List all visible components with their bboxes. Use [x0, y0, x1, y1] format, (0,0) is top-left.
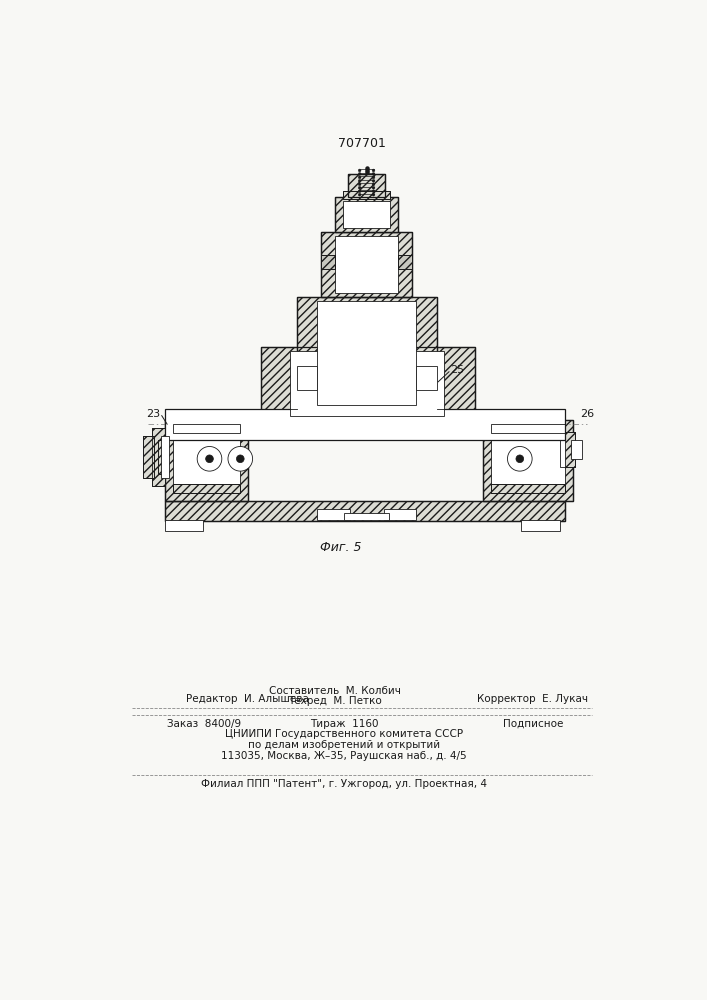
Circle shape — [228, 446, 252, 471]
Circle shape — [358, 183, 361, 186]
Bar — [161, 436, 169, 478]
Circle shape — [206, 455, 214, 463]
Bar — [296, 366, 317, 389]
Text: Составитель  М. Колбич: Составитель М. Колбич — [269, 686, 401, 696]
Bar — [343, 201, 390, 228]
Text: Филиал ППП "Патент", г. Ужгород, ул. Проектная, 4: Филиал ППП "Патент", г. Ужгород, ул. Про… — [201, 779, 487, 789]
Bar — [317, 301, 416, 405]
Bar — [152, 428, 165, 486]
Bar — [173, 484, 240, 493]
Circle shape — [372, 193, 375, 196]
Bar — [491, 424, 565, 433]
Bar — [491, 424, 565, 433]
Circle shape — [508, 446, 532, 471]
Bar — [416, 366, 437, 389]
Bar — [321, 255, 335, 269]
Text: 113035, Москва, Ж–35, Раушская наб., д. 4/5: 113035, Москва, Ж–35, Раушская наб., д. … — [221, 751, 467, 761]
Bar — [143, 436, 154, 478]
Bar — [521, 520, 560, 531]
Bar — [491, 484, 565, 493]
Circle shape — [372, 176, 375, 179]
Circle shape — [372, 186, 375, 189]
Bar — [321, 255, 335, 269]
Circle shape — [372, 183, 375, 186]
Bar — [143, 436, 154, 478]
Bar — [165, 420, 248, 501]
Bar — [398, 255, 412, 269]
Text: Заказ  8400/9: Заказ 8400/9 — [167, 719, 241, 729]
Bar — [317, 509, 350, 520]
Circle shape — [358, 169, 361, 172]
Bar — [343, 191, 390, 199]
Circle shape — [358, 176, 361, 179]
Text: ЦНИИПИ Государственного комитета СССР: ЦНИИПИ Государственного комитета СССР — [226, 729, 463, 739]
Bar — [165, 501, 565, 521]
Bar — [296, 297, 437, 409]
Bar — [173, 424, 240, 493]
Circle shape — [236, 455, 244, 463]
Bar — [165, 520, 204, 531]
Text: 707701: 707701 — [338, 137, 386, 150]
Bar — [398, 255, 412, 269]
Circle shape — [372, 179, 375, 182]
Bar — [335, 197, 398, 232]
Text: по делам изобретений и открытий: по делам изобретений и открытий — [248, 740, 440, 750]
Text: 23: 23 — [146, 409, 160, 419]
Bar — [335, 235, 398, 293]
Bar — [348, 174, 385, 197]
Circle shape — [197, 446, 222, 471]
Bar — [491, 424, 565, 493]
Bar — [165, 501, 565, 521]
Bar — [560, 432, 575, 466]
Circle shape — [358, 193, 361, 196]
Bar — [158, 440, 164, 474]
Text: Фиг. 5: Фиг. 5 — [320, 541, 361, 554]
Text: Тираж  1160: Тираж 1160 — [310, 719, 378, 729]
Bar — [158, 440, 164, 474]
Bar — [173, 424, 240, 433]
Bar — [571, 440, 582, 459]
Bar — [173, 484, 240, 493]
Circle shape — [372, 190, 375, 193]
Text: Редактор  И. Алышева: Редактор И. Алышева — [187, 694, 309, 704]
Circle shape — [516, 455, 524, 463]
Circle shape — [372, 173, 375, 175]
Bar — [261, 347, 475, 420]
Bar — [296, 297, 437, 409]
Bar — [321, 232, 412, 297]
Circle shape — [358, 173, 361, 175]
Text: 26: 26 — [580, 409, 594, 419]
Text: Подписное: Подписное — [503, 719, 563, 729]
Bar — [165, 409, 565, 440]
Bar — [261, 347, 475, 420]
Bar — [560, 432, 575, 466]
Bar — [291, 351, 444, 416]
Text: Корректор  Е. Лукач: Корректор Е. Лукач — [477, 694, 588, 704]
Bar — [348, 174, 385, 197]
Bar — [173, 424, 240, 433]
Circle shape — [358, 190, 361, 193]
Circle shape — [372, 169, 375, 172]
Text: Техред  М. Петко: Техред М. Петко — [288, 696, 382, 706]
Bar — [483, 420, 573, 501]
Bar — [343, 191, 390, 199]
Bar — [491, 484, 565, 493]
Bar — [344, 513, 389, 520]
Bar — [383, 509, 416, 520]
Circle shape — [358, 186, 361, 189]
Circle shape — [358, 179, 361, 182]
Bar — [483, 420, 573, 501]
Bar — [321, 232, 412, 297]
Text: 25: 25 — [450, 365, 464, 375]
Bar — [152, 428, 165, 486]
Bar — [165, 420, 248, 501]
Bar — [335, 197, 398, 232]
